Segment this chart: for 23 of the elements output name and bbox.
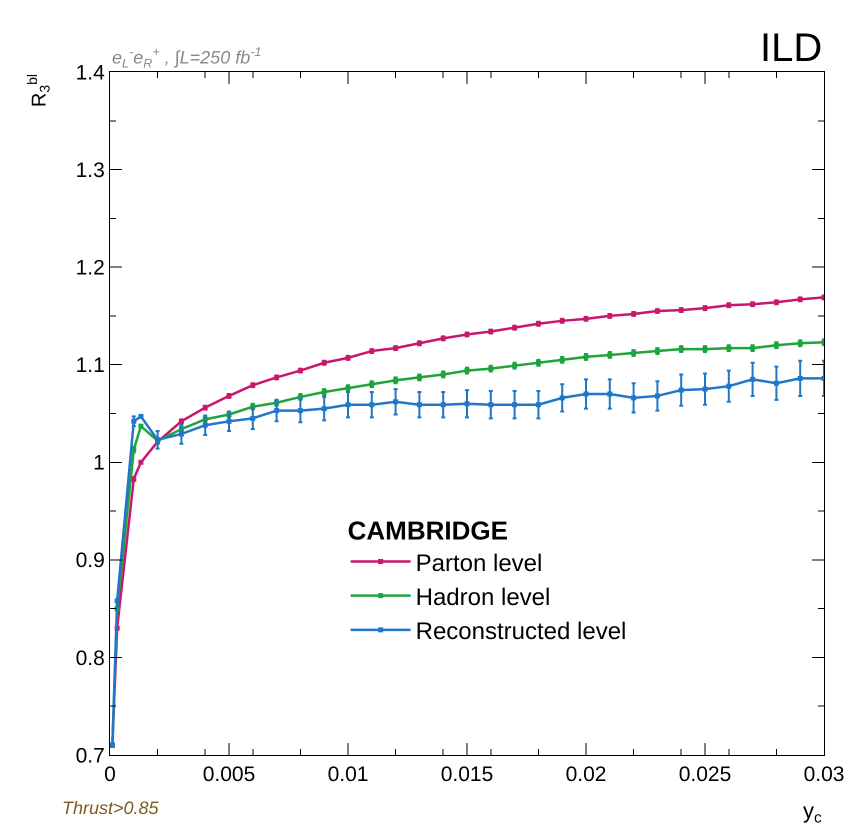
legend-label: Hadron level [416,584,550,612]
y-tick-label: 1 [93,452,105,475]
x-tick-label: 0 [104,763,116,786]
text: Thrust>0.85 [62,798,160,818]
x-tick-label: 0.02 [566,763,606,786]
y-tick-label: 1.2 [76,256,105,280]
chart-title: ILD [760,26,822,70]
y-tick-label: 0.7 [76,744,105,768]
y-tick-label: 1.3 [76,158,105,182]
x-axis-title: y$_{c}$ [803,798,822,823]
x-tick-label: 0.01 [328,763,368,786]
legend-label: Reconstructed level [416,618,626,646]
y-tick-label: 0.9 [76,549,105,572]
x-tick-label: 0.015 [440,763,494,786]
legend-label: Parton level [416,550,542,577]
legend-title: CAMBRIDGE [348,515,508,546]
y-tick-label: 0.8 [76,646,105,670]
y-tick-label: 1.1 [76,354,105,378]
y-tick-label: 1.4 [76,61,106,84]
text: e$_{L}$$^{-}$e$_{R}$$^{+}$ , ∫L=250 fb$^{-1}$ [112,45,262,70]
x-tick-label: 0.005 [202,763,256,786]
x-tick-label: 0.03 [804,763,844,786]
x-tick-label: 0.025 [678,763,732,786]
